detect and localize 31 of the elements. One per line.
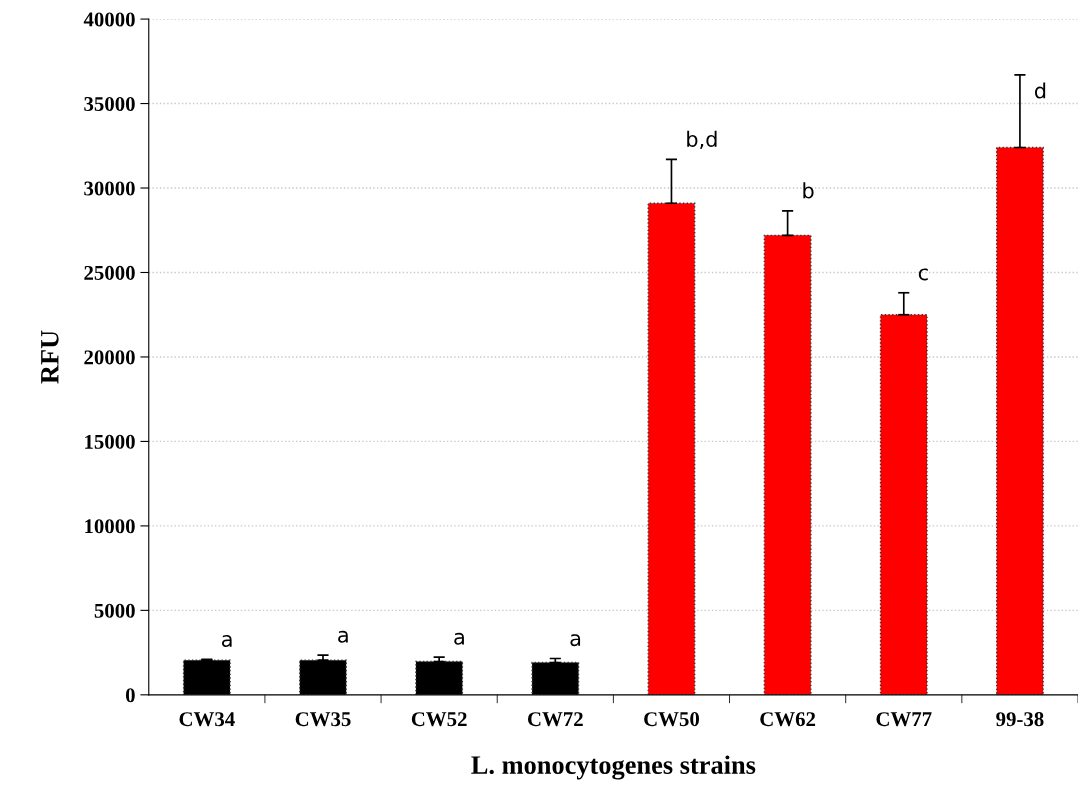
annotation: d xyxy=(1034,82,1046,99)
x-tick-label: 99-38 xyxy=(996,712,1044,727)
annotation: b xyxy=(803,182,814,199)
y-tick-label: 20000 xyxy=(84,350,135,365)
annotation: c xyxy=(918,268,928,281)
x-axis-title: L. monocytogenes strains xyxy=(471,755,756,780)
annotation: a xyxy=(570,634,581,647)
annotation: a xyxy=(221,635,232,647)
y-tick-label: 35000 xyxy=(84,96,135,111)
x-tick-label: CW52 xyxy=(411,712,467,727)
x-tick-label: CW35 xyxy=(295,712,351,727)
y-tick-label: 30000 xyxy=(84,181,135,196)
y-tick-label: 15000 xyxy=(85,434,135,449)
x-tick-label: CW50 xyxy=(644,712,700,727)
y-tick-label: 40000 xyxy=(83,12,135,27)
annotation: b,d xyxy=(687,130,717,150)
y-tick-label: 10000 xyxy=(85,519,135,534)
bar xyxy=(879,314,928,695)
y-tick-label: 5000 xyxy=(94,603,135,618)
x-tick-label: CW34 xyxy=(179,712,235,727)
y-tick-label: 25000 xyxy=(84,265,135,280)
bar xyxy=(763,234,812,695)
annotation: a xyxy=(338,630,348,643)
bar xyxy=(647,202,696,695)
annotation: a xyxy=(454,632,464,645)
y-axis-title: RFU xyxy=(41,330,59,384)
x-tick-label: CW72 xyxy=(527,712,583,727)
x-tick-label: CW77 xyxy=(876,712,932,727)
x-tick-label: CW62 xyxy=(760,712,816,727)
y-tick-label: 0 xyxy=(125,688,135,703)
bar xyxy=(995,146,1044,695)
